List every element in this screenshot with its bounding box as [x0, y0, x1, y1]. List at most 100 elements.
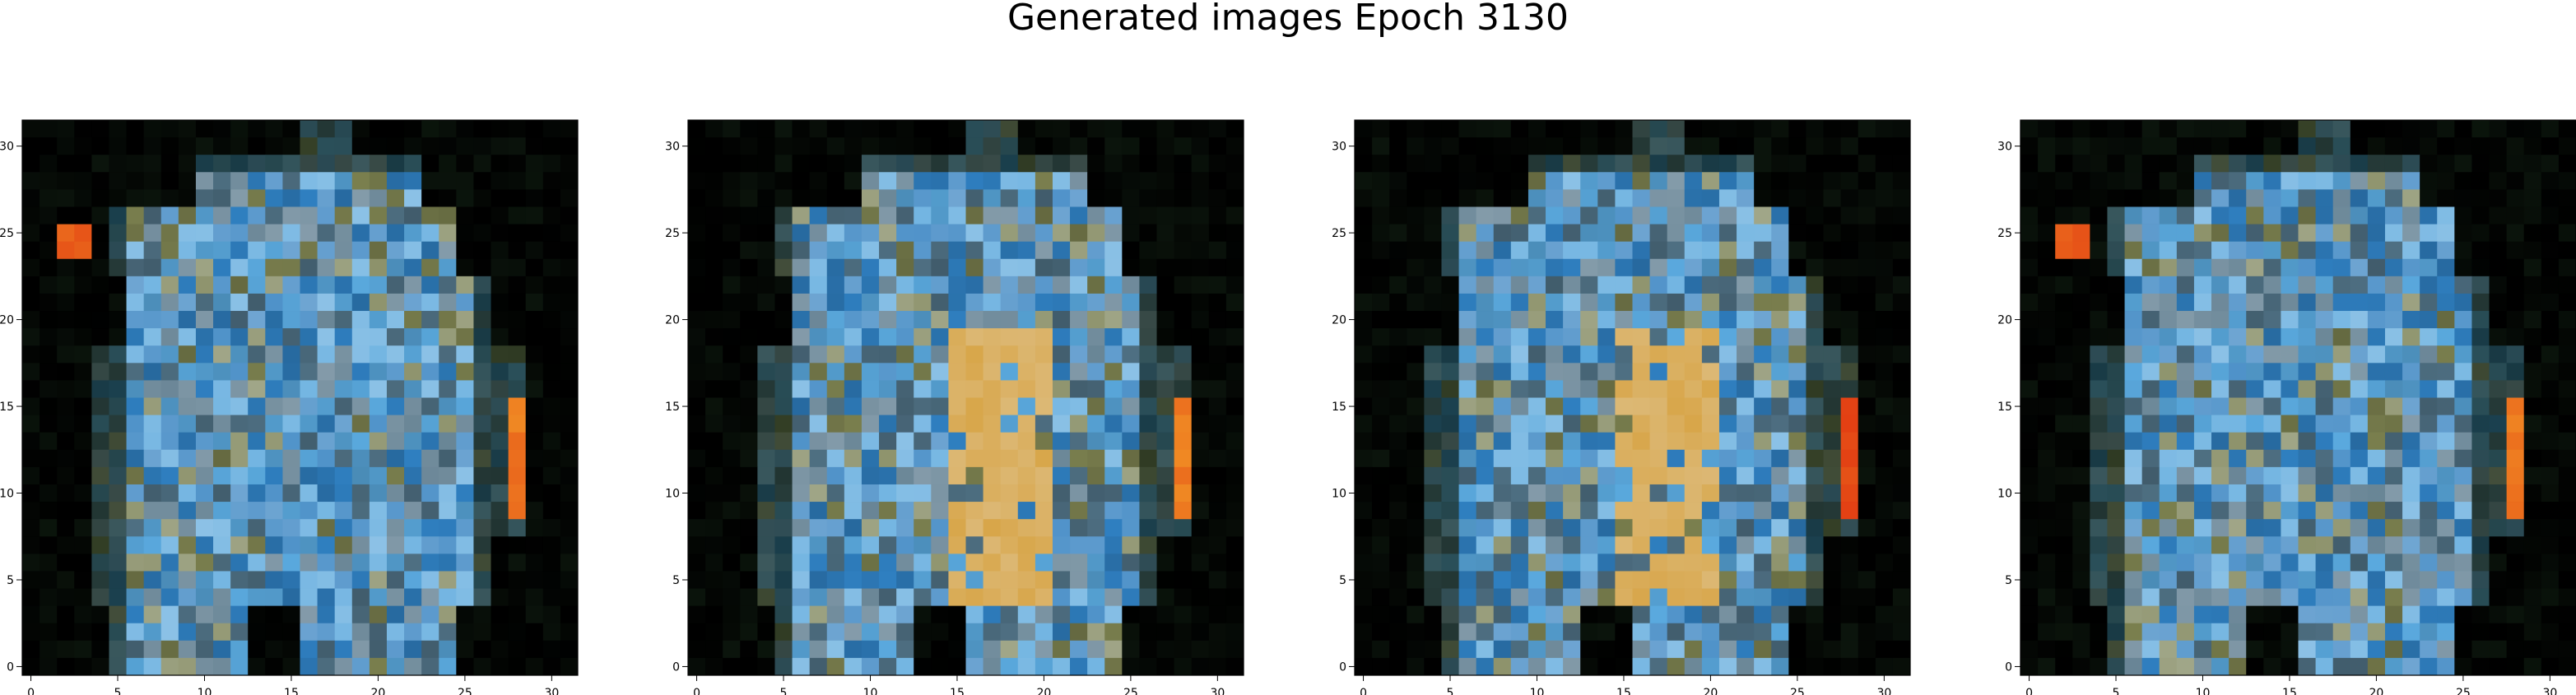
pixel	[965, 484, 983, 503]
pixel	[334, 224, 353, 243]
pixel	[230, 155, 249, 173]
pixel	[2402, 224, 2420, 243]
pixel	[560, 155, 579, 173]
pixel	[931, 293, 949, 312]
pixel	[542, 571, 561, 589]
pixel	[688, 189, 706, 207]
pixel	[2107, 432, 2125, 451]
pixel	[2454, 415, 2472, 433]
pixel	[792, 241, 811, 260]
pixel	[2246, 640, 2264, 659]
pixel	[2437, 311, 2455, 329]
pixel	[1718, 484, 1737, 503]
pixel	[2541, 536, 2560, 554]
pixel	[230, 449, 249, 468]
pixel	[491, 276, 509, 294]
pixel	[282, 276, 300, 294]
pixel	[1580, 397, 1598, 415]
pixel	[300, 363, 318, 381]
pixel	[1355, 623, 1373, 642]
pixel	[2350, 328, 2369, 346]
pixel	[2211, 449, 2230, 468]
pixel	[1035, 380, 1053, 398]
pixel	[22, 241, 40, 260]
pixel	[1615, 397, 1633, 415]
pixel	[1632, 363, 1650, 381]
pixel	[439, 554, 457, 572]
pixel	[740, 311, 758, 329]
pixel	[2090, 258, 2108, 277]
pixel	[2298, 276, 2316, 294]
pixel	[1104, 345, 1123, 364]
pixel	[1156, 293, 1175, 312]
pixel	[178, 640, 197, 659]
pixel	[1104, 241, 1123, 260]
pixel	[1823, 415, 1842, 433]
pixel	[57, 155, 75, 173]
pixel	[896, 640, 914, 659]
pixel	[1649, 432, 1668, 451]
pixel	[2454, 276, 2472, 294]
pixel	[1372, 172, 1390, 190]
pixel	[1070, 137, 1088, 155]
pixel	[178, 293, 197, 312]
pixel	[1017, 571, 1036, 589]
pixel	[914, 484, 932, 503]
pixel	[1823, 276, 1842, 294]
pixel	[508, 363, 527, 381]
pixel	[1858, 432, 1876, 451]
pixel	[1546, 536, 1564, 554]
pixel	[1718, 415, 1737, 433]
pixel	[456, 172, 474, 190]
pixel	[2437, 502, 2455, 520]
pixel	[809, 189, 828, 207]
pixel	[456, 432, 474, 451]
pixel	[491, 605, 509, 624]
pixel	[248, 293, 266, 312]
pixel	[2506, 588, 2525, 607]
pixel	[1737, 328, 1755, 346]
pixel	[1208, 293, 1227, 312]
pixel	[404, 241, 422, 260]
pixel	[265, 571, 283, 589]
pixel	[491, 345, 509, 364]
pixel	[2506, 120, 2525, 138]
pixel	[2332, 415, 2351, 433]
pixel	[1355, 588, 1373, 607]
pixel	[2159, 623, 2178, 642]
pixel	[1174, 536, 1193, 554]
pixel	[1701, 120, 1720, 138]
pixel	[1823, 588, 1842, 607]
pixel	[40, 380, 58, 398]
pixel	[2020, 258, 2039, 277]
pixel	[1225, 189, 1244, 207]
pixel	[386, 258, 405, 277]
pixel	[334, 293, 353, 312]
pixel	[1389, 571, 1407, 589]
pixel	[317, 380, 336, 398]
pixel	[1667, 536, 1686, 554]
pixel	[160, 172, 179, 190]
pixel	[40, 571, 58, 589]
pixel	[2437, 605, 2455, 624]
pixel	[2471, 380, 2490, 398]
pixel	[705, 206, 723, 225]
pixel	[2506, 363, 2525, 381]
pixel	[386, 571, 405, 589]
pixel	[1000, 415, 1019, 433]
pixel	[230, 623, 249, 642]
pixel	[1191, 432, 1210, 451]
pixel	[386, 415, 405, 433]
pixel	[1806, 519, 1824, 537]
pixel	[351, 640, 370, 659]
pixel	[861, 519, 880, 537]
pixel	[1632, 276, 1650, 294]
pixel	[22, 415, 40, 433]
pixel	[1441, 258, 1459, 277]
pixel	[40, 311, 58, 329]
pixel	[2541, 189, 2560, 207]
pixel	[2281, 449, 2299, 468]
pixel	[1174, 623, 1193, 642]
pixel	[491, 571, 509, 589]
pixel	[1493, 258, 1512, 277]
